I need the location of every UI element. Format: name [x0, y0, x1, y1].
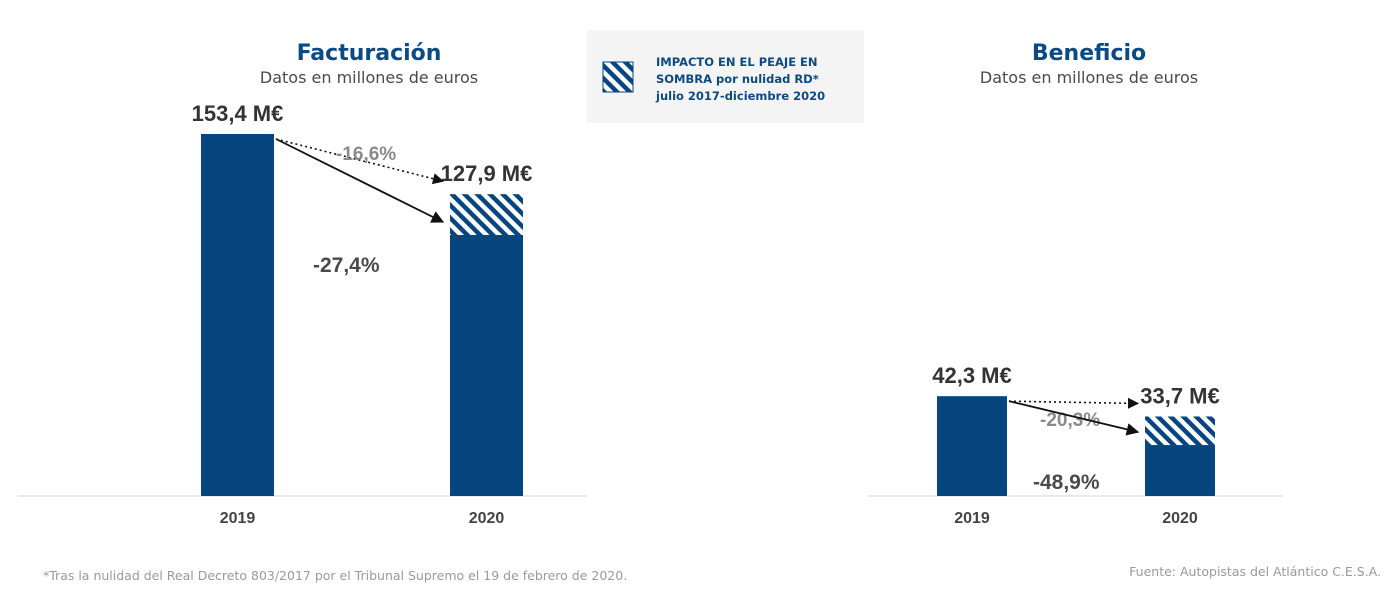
x-tick-label-2019: 2019 — [954, 510, 990, 527]
chart-title-beneficio: Beneficio — [1032, 41, 1146, 66]
change-label-dotted: -16,6% — [336, 144, 396, 165]
legend-line-3: julio 2017-diciembre 2020 — [655, 89, 825, 103]
value-label-2019: 42,3 M€ — [932, 363, 1012, 388]
legend-line-2: SOMBRA por nulidad RD* — [656, 72, 819, 86]
source-credit: Fuente: Autopistas del Atlántico C.E.S.A… — [1129, 564, 1381, 579]
change-arrow-dotted — [1008, 397, 1140, 409]
bar-2020 — [450, 235, 523, 497]
footnote: *Tras la nulidad del Real Decreto 803/20… — [43, 568, 627, 583]
x-tick-label-2019: 2019 — [220, 510, 256, 527]
legend: IMPACTO EN EL PEAJE EN SOMBRA por nulida… — [587, 30, 864, 123]
chart-subtitle-facturacion: Datos en millones de euros — [260, 68, 478, 87]
bar-hatched-impact-2020 — [1145, 416, 1215, 446]
chart-beneficio: Beneficio Datos en millones de euros 42,… — [868, 41, 1283, 527]
change-arrow-solid — [275, 138, 445, 223]
legend-line-1: IMPACTO EN EL PEAJE EN — [656, 55, 818, 69]
chart-subtitle-beneficio: Datos en millones de euros — [980, 68, 1198, 87]
change-label-dotted: -20,3% — [1040, 410, 1100, 431]
bar-2019 — [937, 396, 1007, 496]
value-label-2019: 153,4 M€ — [192, 101, 284, 126]
x-tick-label-2020: 2020 — [1162, 510, 1198, 527]
chart-title-facturacion: Facturación — [297, 41, 442, 66]
value-label-2020: 127,9 M€ — [441, 161, 533, 186]
bar-hatched-impact-2020 — [450, 194, 523, 236]
value-label-2020: 33,7 M€ — [1140, 383, 1220, 408]
change-arrow-dotted — [275, 138, 445, 185]
bar-2019 — [201, 134, 274, 496]
change-label-solid: -27,4% — [313, 254, 380, 277]
change-arrow-solid — [1008, 400, 1140, 436]
chart-facturacion: Facturación Datos en millones de euros 1… — [18, 41, 587, 527]
change-label-solid: -48,9% — [1033, 471, 1100, 494]
x-tick-label-2020: 2020 — [469, 510, 505, 527]
legend-swatch-hatched — [602, 61, 634, 93]
bar-2020 — [1145, 445, 1215, 496]
